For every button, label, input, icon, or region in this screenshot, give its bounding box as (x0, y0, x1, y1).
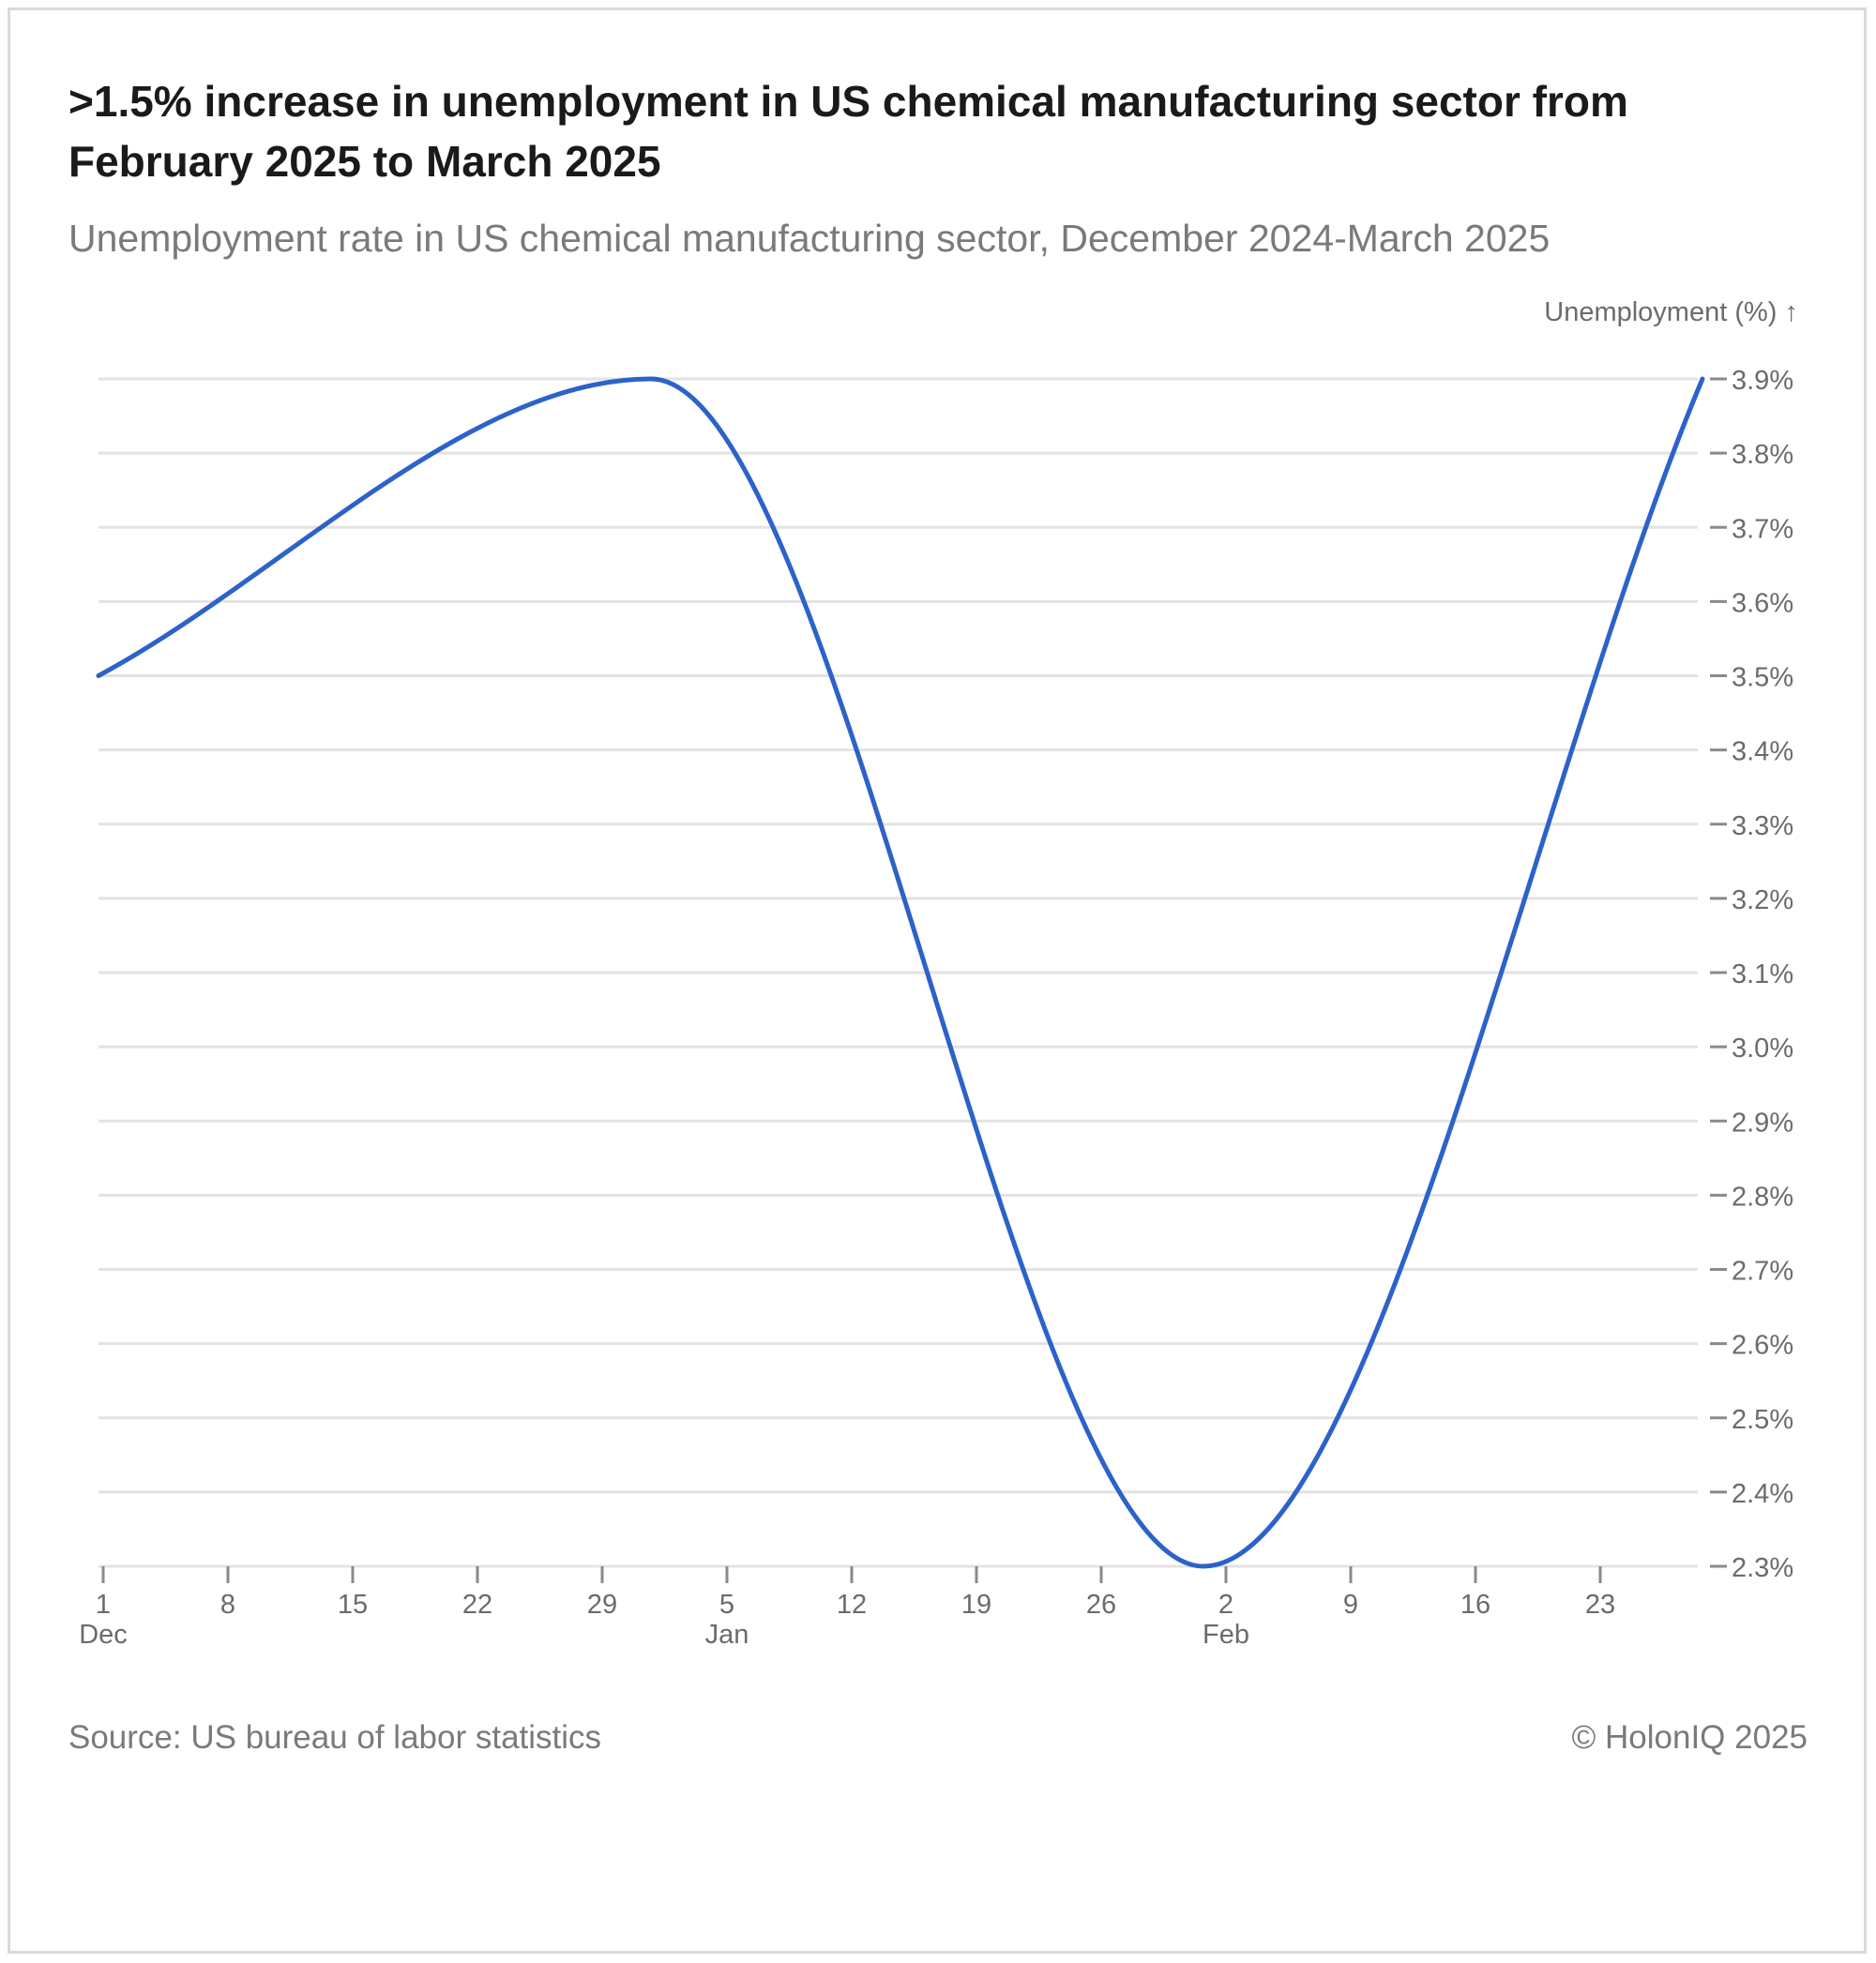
series-line (96, 376, 1705, 1569)
x-tick-label: 26 (1086, 1590, 1116, 1620)
copyright-note: © HolonIQ 2025 (1571, 1719, 1808, 1756)
y-tick-label: 3.0% (1732, 1034, 1793, 1064)
x-tick-label: 19 (961, 1590, 991, 1620)
y-axis-title: Unemployment (%) ↑ (1544, 297, 1798, 327)
x-tick-label: 15 (338, 1590, 368, 1620)
y-tick-label: 2.8% (1732, 1182, 1793, 1212)
chart-card (8, 8, 1867, 1954)
y-tick-label: 3.2% (1732, 885, 1793, 915)
y-tick-label: 2.4% (1732, 1479, 1793, 1509)
y-tick-label: 3.4% (1732, 737, 1793, 767)
y-tick-label: 3.7% (1732, 514, 1793, 544)
x-tick-label: 5 (719, 1590, 734, 1620)
y-tick-label: 3.6% (1732, 588, 1793, 618)
source-note: Source: US bureau of labor statistics (68, 1719, 602, 1756)
x-month-label: Dec (79, 1620, 128, 1650)
chart-subtitle: Unemployment rate in US chemical manufac… (68, 217, 1551, 260)
x-tick-label: 22 (462, 1590, 492, 1620)
y-tick-label: 3.8% (1732, 440, 1793, 470)
x-tick-label: 9 (1343, 1590, 1358, 1620)
chart-title: >1.5% increase in unemployment in US che… (68, 77, 1628, 186)
y-tick-label: 2.3% (1732, 1553, 1793, 1583)
series (96, 376, 1705, 1569)
x-tick-label: 23 (1585, 1590, 1615, 1620)
x-tick-label: 2 (1218, 1590, 1233, 1620)
x-tick-label: 12 (837, 1590, 867, 1620)
gridlines (98, 377, 1698, 1568)
y-tick-label: 2.6% (1732, 1331, 1793, 1361)
y-tick-label: 2.5% (1732, 1405, 1793, 1435)
y-tick-label: 3.9% (1732, 366, 1793, 396)
y-axis: Unemployment (%) ↑ 2.3% 2.4% 2.5% 2.6% 2.7% 2… (1544, 297, 1798, 1583)
y-tick-label: 3.5% (1732, 663, 1793, 693)
x-tick-label: 1 (96, 1590, 111, 1620)
x-tick-label: 16 (1460, 1590, 1490, 1620)
y-tick-label: 2.7% (1732, 1257, 1793, 1287)
y-tick-label: 3.1% (1732, 959, 1793, 989)
x-month-label: Jan (705, 1620, 749, 1650)
y-tick-label: 2.9% (1732, 1108, 1793, 1138)
x-tick-label: 29 (587, 1590, 617, 1620)
x-tick-label: 8 (220, 1590, 235, 1620)
y-tick-label: 3.3% (1732, 811, 1793, 841)
x-month-label: Feb (1203, 1620, 1249, 1650)
